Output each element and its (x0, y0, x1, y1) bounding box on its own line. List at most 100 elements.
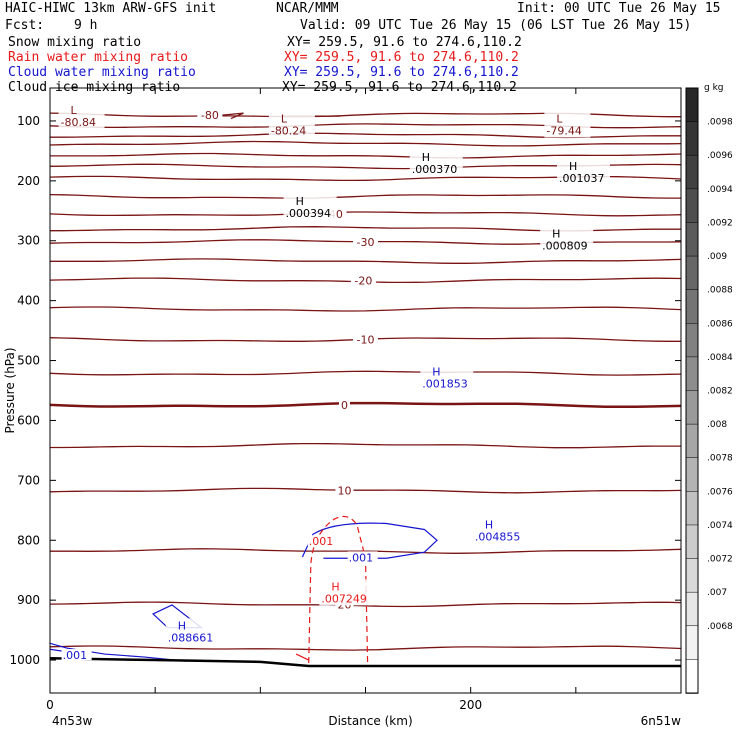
cloud-water-contours (49, 522, 438, 662)
legend-cloud-water: Cloud water mixing ratio (8, 65, 196, 80)
y-tick-label: 700 (17, 473, 40, 487)
isotherm-label: -20 (354, 274, 372, 287)
extremum-marker: H (178, 619, 186, 632)
isotherm-label: 0 (341, 399, 348, 412)
extremum-marker: H (331, 580, 339, 593)
isotherm-line (49, 487, 682, 494)
contour-label: .001 (63, 649, 87, 662)
extremum-value: .000370 (412, 163, 458, 176)
isotherm-line (49, 306, 682, 312)
extremum-marker: L (556, 113, 563, 126)
isotherm-label: -80 (201, 109, 219, 122)
y-tick-label: 300 (17, 234, 40, 248)
colorbar-swatch (685, 457, 699, 493)
colorbar-swatch (685, 323, 699, 358)
colorbar-tick-label: .008 (707, 420, 727, 430)
colorbar-swatch (685, 524, 699, 560)
forecast-label: Fcst: (5, 18, 45, 33)
isotherm-label-bg (197, 107, 223, 120)
extremum-value: -80.24 (271, 125, 306, 138)
y-tick-label: 200 (17, 174, 40, 188)
isotherm-label-bg (353, 332, 378, 345)
isotherm-line (49, 211, 682, 217)
legend-snow: Snow mixing ratio (8, 35, 142, 50)
y-tick-label: 100 (17, 114, 40, 128)
isotherm-label-bg (353, 234, 378, 247)
annotation-bg (319, 579, 373, 606)
legend-cloud-ice-xy: XY= 259.5, 91.6 to 274.6,110.2 (282, 80, 517, 95)
colorbar-tick-label: .0096 (707, 151, 733, 161)
colorbar-tick-label: .0068 (707, 622, 733, 632)
colorbar-tick-label: .007 (707, 588, 727, 598)
annotation-bg (409, 149, 463, 176)
colorbar-tick-label: .0076 (707, 487, 733, 497)
colorbar-tick-label: .0092 (707, 218, 733, 228)
y-tick-label: 900 (17, 593, 40, 607)
y-axis-label: Pressure (hPa) (3, 347, 17, 433)
x-tick-label: 200 (459, 698, 482, 712)
colorbar-frame (685, 87, 699, 694)
extremum-value: .001037 (559, 172, 605, 185)
extremum-value: .007249 (321, 592, 367, 605)
isotherm-line (49, 370, 682, 376)
y-tick-label: 400 (17, 294, 40, 308)
isotherm-label: -30 (357, 236, 375, 249)
colorbar-tick-label: .0088 (707, 286, 733, 296)
extremum-value: -79.44 (546, 125, 581, 138)
contour-label: .001 (309, 535, 334, 548)
annotation-bg (268, 111, 315, 138)
colorbar-tick-label: .0098 (707, 118, 733, 128)
forecast-hour: 9 h (74, 18, 98, 33)
colorbar-tick-label: .0072 (707, 555, 733, 565)
legend-snow-xy: XY= 259.5, 91.6 to 274.6,110.2 (287, 35, 522, 50)
colorbar-swatch (685, 289, 699, 325)
extremum-value: .000394 (286, 207, 332, 220)
colorbar-swatch (685, 87, 699, 123)
extremum-marker: H (569, 160, 577, 173)
model-title: HAIC-HIWC 13km ARW-GFS init (5, 1, 217, 16)
colorbar-swatch (685, 390, 699, 425)
annotations: L-80.84 L-80.24L-79.44H.000370 H.001037H.0… (58, 103, 611, 662)
contour-label: .001 (349, 551, 374, 564)
annotation-bg (540, 226, 594, 253)
colorbar-tick-label: .0078 (707, 454, 733, 464)
org-label: NCAR/MMM (276, 1, 339, 16)
colorbar: .0098 .0096 .0094 .0092 .009 .0088 .0086 .0084.… (685, 83, 733, 694)
colorbar-swatch (685, 423, 699, 459)
colorbar-swatch (685, 491, 699, 526)
isotherm-line (49, 193, 681, 199)
annotation-bg (283, 194, 337, 221)
isotherm-line (50, 152, 682, 159)
colorbar-swatch (685, 625, 699, 661)
legend-cloud-ice: Cloud ice mixing ratio (8, 80, 181, 95)
extremum-marker: H (432, 365, 440, 378)
isotherm-label: -10 (357, 334, 375, 347)
temperature-contours: -80-40-30-20-1001020 (49, 107, 682, 651)
colorbar-swatch (685, 558, 699, 593)
extremum-marker: L (281, 113, 288, 126)
cloud-water-contour (49, 642, 187, 662)
ground-line (49, 657, 681, 668)
isotherm-line (50, 548, 682, 554)
contour-label-bg (347, 551, 378, 563)
rain-contours (295, 515, 369, 664)
contour-label-bg (307, 535, 338, 547)
legend-rain-xy: XY= 259.5, 91.6 to 274.6,110.2 (284, 50, 519, 65)
isotherm-line (218, 112, 244, 120)
annotation-bg (420, 364, 474, 391)
extremum-value: .088661 (168, 631, 214, 644)
x-axis-label: Distance (km) (328, 714, 412, 728)
colorbar-tick-label: .0082 (707, 387, 733, 397)
isotherm-line (50, 442, 681, 449)
colorbar-unit: g kg (704, 83, 724, 93)
extremum-marker: H (422, 151, 430, 164)
colorbar-swatch (685, 121, 699, 156)
colorbar-tick-label: .0084 (707, 353, 733, 363)
extremum-marker: H (296, 195, 304, 208)
isotherm-label-bg (335, 483, 354, 496)
annotation-bg (472, 517, 526, 544)
colorbar-swatch (685, 222, 699, 257)
rain-contour (308, 515, 369, 664)
extremum-marker: L (71, 104, 78, 117)
isotherm-line (49, 645, 682, 651)
